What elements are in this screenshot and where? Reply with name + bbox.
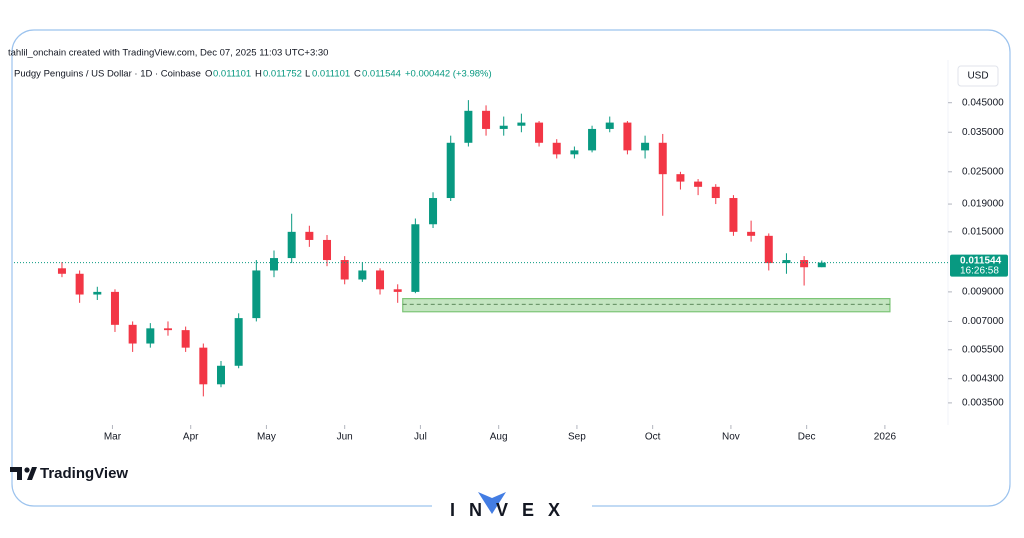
candle-body [800, 260, 809, 268]
candle-body [287, 231, 296, 259]
x-tick-label: Oct [645, 432, 661, 443]
x-tick-label: May [257, 432, 276, 443]
candle-body [676, 174, 685, 182]
last-price-box [950, 254, 1008, 277]
countdown: 16:26:58 [960, 265, 999, 276]
candle-body [163, 328, 172, 331]
candle-body [93, 291, 102, 295]
x-tick-label: Dec [798, 432, 816, 443]
x-tick-label: Sep [568, 432, 586, 443]
candle-body [517, 122, 526, 126]
y-tick-label: 0.015000 [962, 226, 1004, 237]
currency[interactable]: USD [967, 71, 988, 82]
x-tick-label: Apr [183, 432, 199, 443]
candle-body [605, 122, 614, 129]
candle-body [694, 181, 703, 187]
candle-body [216, 365, 225, 385]
candle-body [552, 142, 561, 155]
y-tick-label: 0.007000 [962, 316, 1004, 327]
y-tick-label: 0.045000 [962, 97, 1004, 108]
candle-body [623, 122, 632, 151]
ohlc-value: 0.011544 [362, 69, 401, 80]
x-tick-label: Jun [337, 432, 353, 443]
ohlc-label: H [255, 69, 262, 80]
currency-button[interactable] [957, 65, 999, 87]
candle-body [340, 260, 349, 280]
candle-body [181, 330, 190, 348]
candle-body [570, 150, 579, 155]
ohlc-label: C [354, 69, 361, 80]
candle-body [234, 318, 243, 366]
candle-body [323, 239, 332, 261]
candle-body [764, 235, 773, 264]
candle-body [128, 324, 137, 344]
candle-body [252, 270, 261, 319]
y-tick-label: 0.004300 [962, 373, 1004, 384]
candle-body [57, 268, 66, 274]
candle-body [817, 262, 826, 268]
x-tick-label: Jul [414, 432, 427, 443]
candle-body [75, 273, 84, 295]
candle-body [199, 347, 208, 385]
y-tick-label: 0.019000 [962, 199, 1004, 210]
candle-body [729, 198, 738, 232]
candle-body [305, 231, 314, 240]
x-tick-label: Mar [104, 432, 122, 443]
ohlc-label: O [205, 69, 212, 80]
frame [11, 29, 1011, 507]
last-price: 0.011544 [960, 255, 1002, 266]
y-tick-label: 0.025000 [962, 166, 1004, 177]
ohlc-label: L [305, 69, 310, 80]
candle-body [641, 142, 650, 151]
candle-body [393, 289, 402, 292]
candle-body [270, 258, 279, 271]
candle-body [464, 110, 473, 143]
logo-mark [24, 467, 30, 473]
candle-body [588, 128, 597, 151]
candle-body [658, 142, 667, 175]
candle-body [482, 110, 491, 129]
candle-body [711, 186, 720, 199]
y-tick-label: 0.003500 [962, 398, 1004, 409]
y-tick-label: 0.005500 [962, 344, 1004, 355]
candle-body [499, 125, 508, 129]
ohlc-value: 0.011752 [263, 69, 302, 80]
ohlc-header: O 0.011101 H 0.011752 L 0.011101 C 0.011… [205, 69, 492, 80]
support-zone [402, 298, 891, 313]
candle-body [782, 260, 791, 264]
candle-body [446, 142, 455, 199]
candle-body [358, 270, 367, 280]
ohlc-value: 0.011101 [213, 69, 251, 80]
attribution: tahlil_onchain created with TradingView.… [8, 48, 328, 59]
brand-logo: TradingView [10, 465, 128, 482]
candle-body [535, 122, 544, 143]
x-tick-label: 2026 [874, 432, 897, 443]
candle-body [429, 198, 438, 225]
change: +0.000442 (+3.98%) [405, 69, 492, 80]
plot: 0.003500 0.004300 0.005500 0.007000 0.009000… [14, 97, 1008, 443]
candle-body [747, 231, 756, 236]
brand: TradingView [40, 465, 128, 482]
candle-body [146, 328, 155, 344]
watermark-mark [478, 492, 506, 514]
candle-body [411, 224, 420, 292]
symbol-title: Pudgy Penguins / US Dollar · 1D · Coinba… [14, 69, 201, 80]
frame-gap [432, 498, 592, 514]
logo-mark [10, 467, 22, 480]
x-tick-label: Aug [490, 432, 508, 443]
candle-body [110, 291, 119, 325]
logo-mark [27, 467, 37, 480]
candle-body [376, 270, 385, 290]
x-tick-label: Nov [722, 432, 740, 443]
y-tick-label: 0.035000 [962, 127, 1004, 138]
watermark: INVEX [450, 500, 574, 520]
y-tick-label: 0.009000 [962, 287, 1004, 298]
ohlc-value: 0.011101 [312, 69, 350, 80]
